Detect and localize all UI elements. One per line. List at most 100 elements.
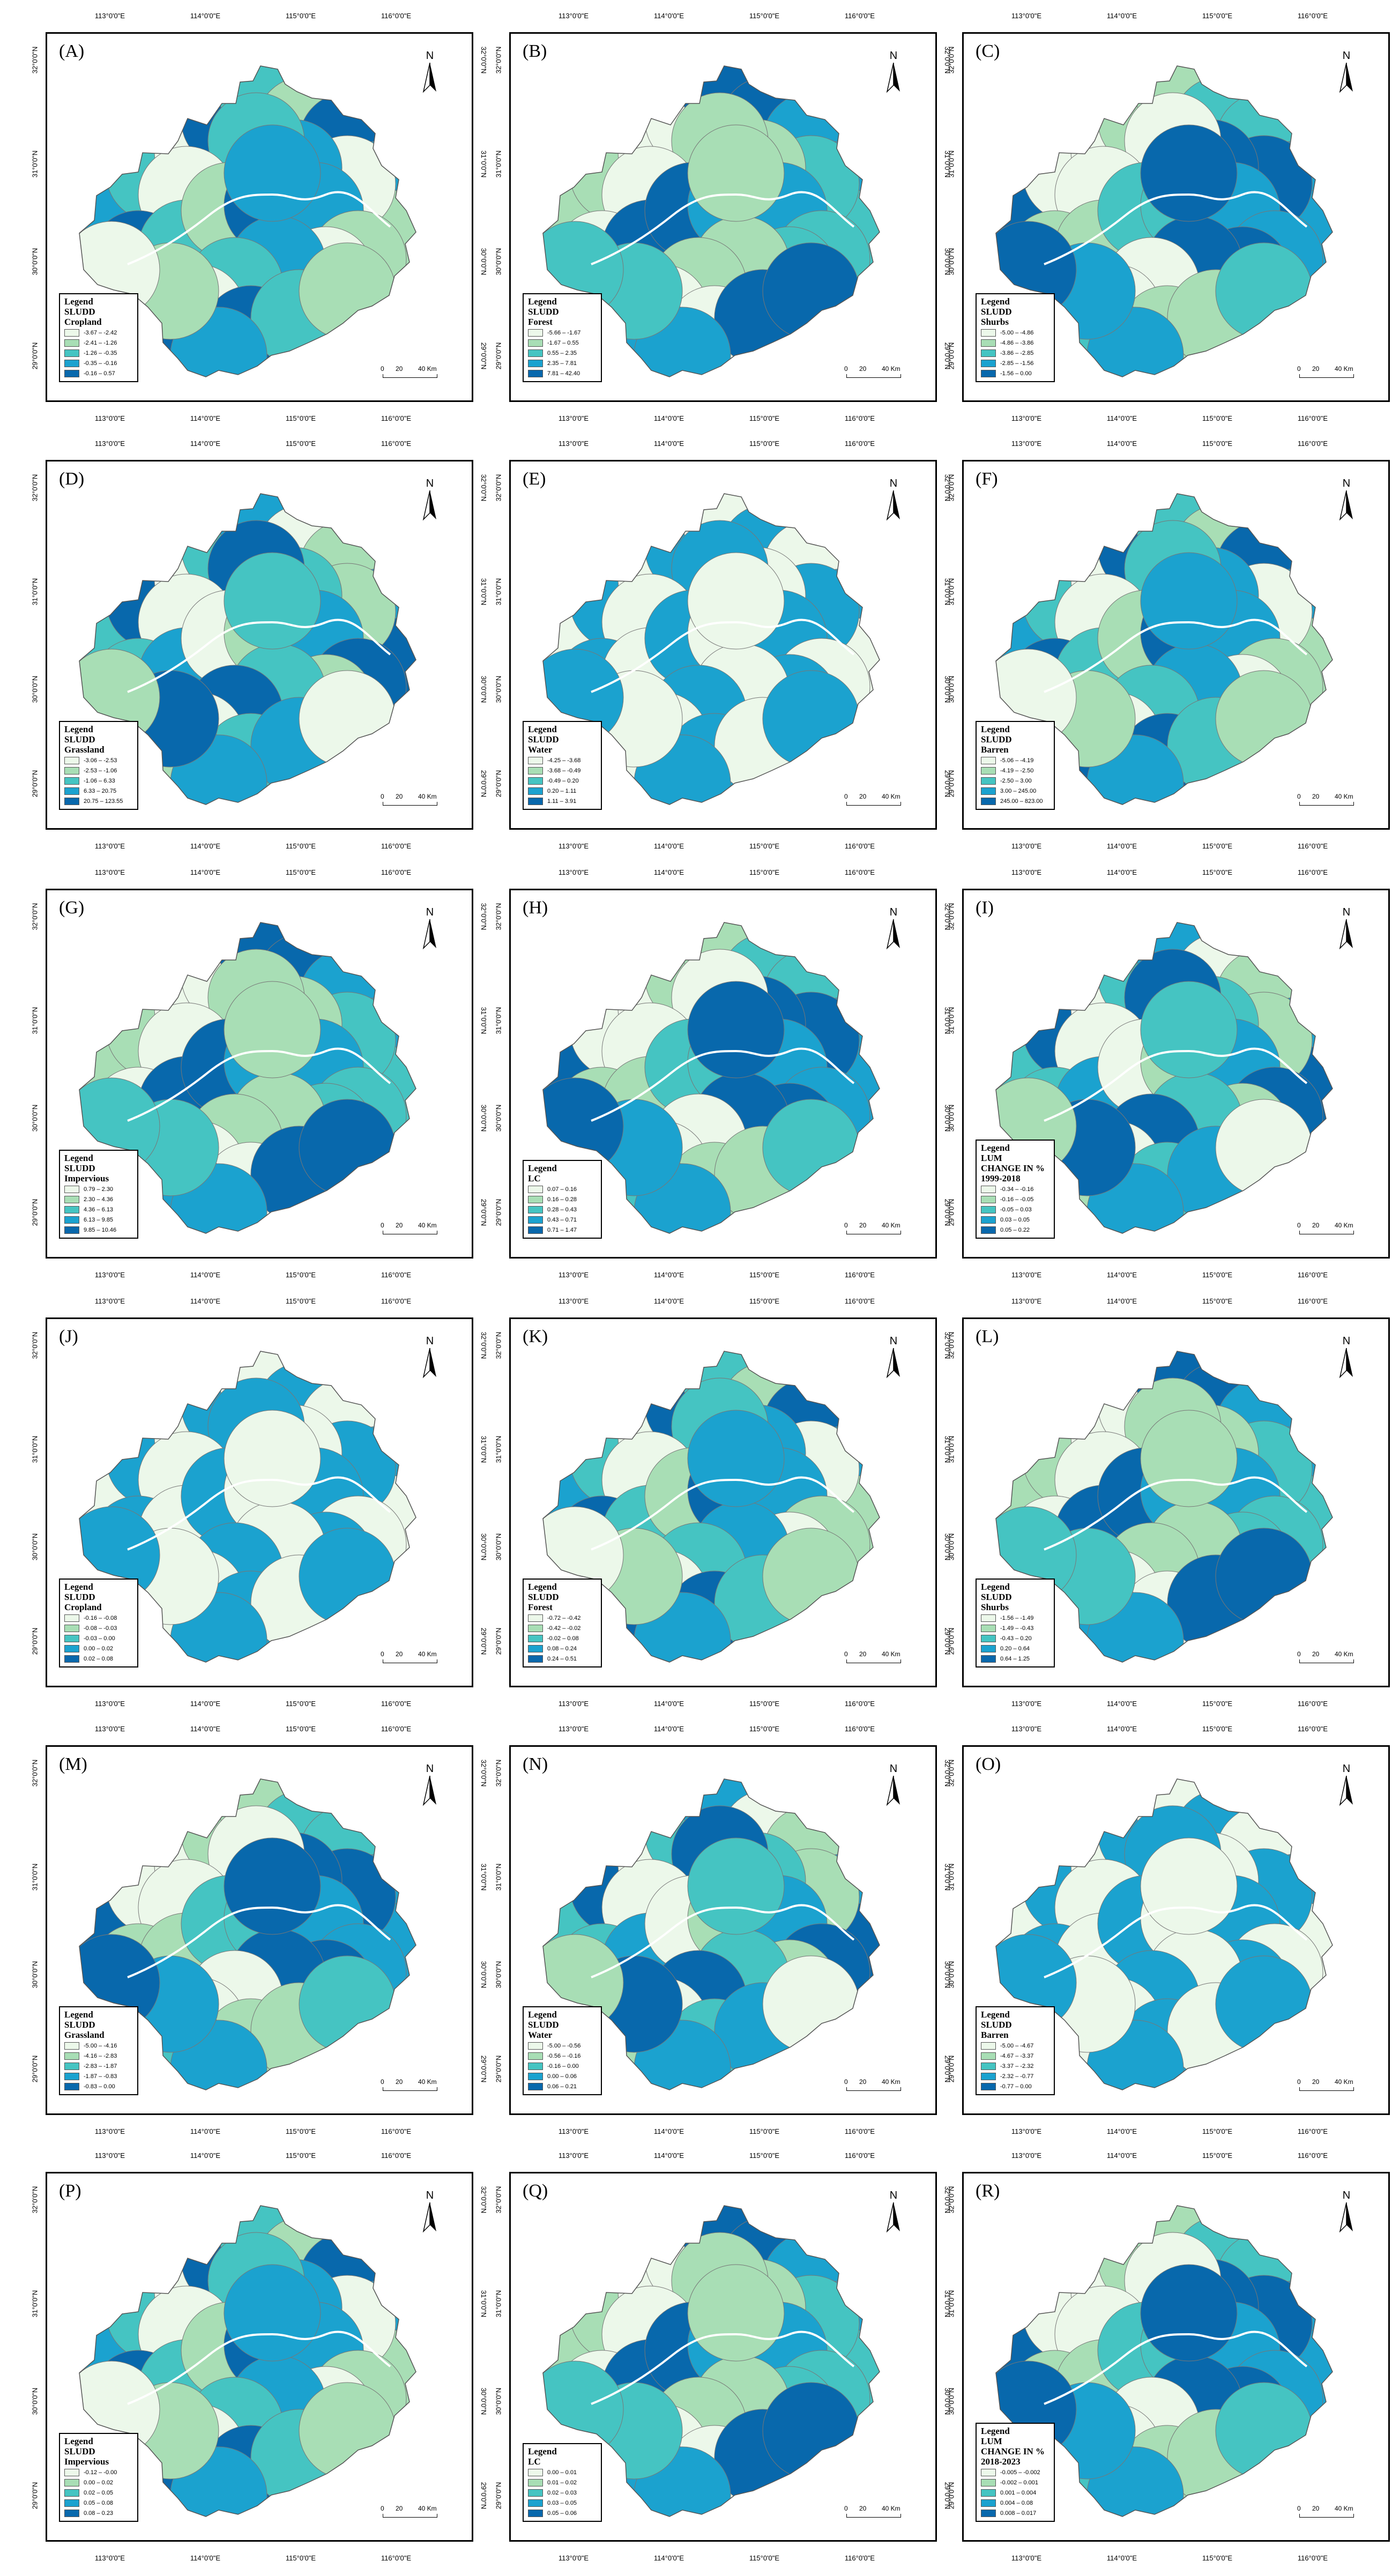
legend-swatch	[528, 767, 543, 775]
scale-bar: 0 20 40 Km	[1297, 793, 1358, 809]
longitude-tick-label: 115°0'0"E	[1202, 1297, 1233, 1305]
longitude-tick-label: 113°0'0"E	[1011, 868, 1042, 876]
longitude-tick-label: 116°0'0"E	[844, 868, 875, 876]
scale-bar-line	[846, 374, 901, 378]
river-line	[127, 1904, 391, 1978]
longitude-tick-label: 115°0'0"E	[749, 1725, 780, 1733]
legend-swatch	[528, 2510, 543, 2517]
map-frame: (P) N Legend SLUDD Impervious -0.12 – -0.00 0.…	[46, 2172, 473, 2542]
longitude-tick-label: 113°0'0"E	[558, 12, 589, 20]
legend-row: 0.008 – 0.017	[981, 2509, 1049, 2518]
river-line	[591, 1476, 855, 1551]
legend-class-label: -2.32 – -0.77	[1000, 2073, 1034, 2080]
legend-class-label: 6.13 – 9.85	[84, 1217, 114, 1223]
district-region	[1215, 670, 1313, 768]
district-region	[299, 1528, 396, 1625]
legend-title: CHANGE IN %	[981, 1163, 1045, 1173]
longitude-tick-label: 114°0'0"E	[1106, 1725, 1137, 1733]
longitude-tick-label: 113°0'0"E	[558, 2554, 589, 2562]
longitude-tick-label: 113°0'0"E	[558, 842, 589, 850]
legend-swatch	[528, 339, 543, 347]
district-region	[687, 124, 785, 222]
district-region	[224, 124, 321, 222]
legend-title: 2018-2023	[981, 2456, 1021, 2467]
longitude-tick-label: 116°0'0"E	[381, 868, 412, 876]
latitude-tick-label: 30°0'0"N	[494, 1533, 503, 1561]
longitude-tick-label: 113°0'0"E	[1011, 1725, 1042, 1733]
legend-row: -3.37 – -2.32	[981, 2062, 1049, 2071]
district-region	[1215, 1955, 1313, 2053]
longitude-tick-label: 114°0'0"E	[653, 1725, 684, 1733]
longitude-tick-label: 116°0'0"E	[1297, 2554, 1328, 2562]
legend-class-label: -0.34 – -0.16	[1000, 1186, 1034, 1193]
panel-label: (R)	[976, 2181, 1000, 2201]
scale-bar: 0 20 40 Km	[844, 793, 905, 809]
legend-title: Legend	[981, 724, 1010, 734]
legend-row: -1.49 – -0.43	[981, 1624, 1049, 1633]
river-line	[591, 619, 855, 693]
scale-bar-line	[846, 802, 901, 806]
legend-swatch	[528, 1625, 543, 1632]
legend-class-label: -5.00 – -0.56	[547, 2043, 581, 2049]
longitude-tick-label: 114°0'0"E	[1106, 1700, 1137, 1708]
legend-title: Legend	[981, 1582, 1010, 1592]
district-region	[224, 981, 321, 1078]
longitude-tick-label: 116°0'0"E	[1297, 12, 1328, 20]
legend-title: Legend	[64, 724, 93, 734]
district-region	[224, 1410, 321, 1507]
choropleth-map	[542, 922, 880, 1234]
legend-class-label: -4.67 – -3.37	[1000, 2053, 1034, 2059]
scale-label: 40 Km	[418, 1222, 437, 1229]
latitude-tick-label: 32°0'0"N	[480, 474, 488, 502]
legend-swatch	[528, 360, 543, 367]
longitude-tick-label: 114°0'0"E	[190, 2151, 221, 2160]
longitude-tick-label: 114°0'0"E	[1106, 414, 1137, 422]
district-region	[224, 1837, 321, 1935]
map-panel: (E) N Legend SLUDD Water -4.25 – -3.68 -3.68 –…	[495, 440, 952, 850]
longitude-tick-label: 114°0'0"E	[1106, 2151, 1137, 2160]
legend-class-label: -0.72 – -0.42	[547, 1615, 581, 1621]
legend-row: -2.85 – -1.56	[981, 359, 1049, 368]
legend-swatch	[528, 1655, 543, 1663]
longitude-tick-label: 115°0'0"E	[1202, 2127, 1233, 2135]
legend-swatch	[64, 767, 79, 775]
legend-row: -0.16 – -0.08	[64, 1614, 133, 1622]
latitude-tick-label: 32°0'0"N	[947, 1759, 956, 1787]
legend-swatch	[64, 2489, 79, 2497]
longitude-tick-label: 114°0'0"E	[1106, 868, 1137, 876]
north-label: N	[1342, 50, 1351, 62]
latitude-tick-label: 30°0'0"N	[494, 675, 503, 703]
legend-class-label: -0.42 – -0.02	[547, 1625, 581, 1632]
longitude-tick-label: 114°0'0"E	[1106, 1271, 1137, 1279]
legend-row: -0.002 – 0.001	[981, 2478, 1049, 2487]
legend-title: Legend	[64, 1582, 93, 1592]
legend-swatch	[981, 2469, 996, 2476]
legend-title: SLUDD	[981, 734, 1012, 744]
district-region	[299, 1099, 396, 1196]
legend-row: -5.66 – -1.67	[528, 329, 597, 337]
legend-swatch	[528, 1614, 543, 1622]
legend-class-label: -2.83 – -1.87	[84, 2063, 117, 2069]
choropleth-map	[995, 1778, 1333, 2090]
boundary-outline	[995, 65, 1333, 377]
legend-swatch	[64, 349, 79, 357]
choropleth-map	[995, 922, 1333, 1234]
latitude-tick-label: 31°0'0"N	[494, 578, 503, 606]
longitude-tick-label: 115°0'0"E	[749, 1700, 780, 1708]
legend-swatch	[981, 1655, 996, 1663]
legend-row: 0.02 – 0.08	[64, 1655, 133, 1663]
legend-row: 0.06 – 0.21	[528, 2082, 597, 2091]
longitude-tick-label: 115°0'0"E	[1202, 2554, 1233, 2562]
legend-class-label: 0.28 – 0.43	[547, 1207, 577, 1213]
district-region	[762, 1099, 860, 1196]
scale-bar: 0 20 40 Km	[1297, 365, 1358, 381]
legend-title: SLUDD	[528, 2020, 559, 2030]
legend-class-label: 245.00 – 823.00	[1000, 798, 1043, 805]
legend-class-label: 0.004 – 0.08	[1000, 2500, 1033, 2506]
latitude-tick-label: 30°0'0"N	[494, 248, 503, 276]
longitude-tick-label: 114°0'0"E	[190, 414, 221, 422]
longitude-tick-label: 113°0'0"E	[558, 868, 589, 876]
map-panel: (R) N Legend LUM CHANGE IN % 2018-2023 -0.005 …	[948, 2151, 1390, 2562]
latitude-tick-label: 29°0'0"N	[31, 1627, 39, 1655]
map-frame: (D) N Legend SLUDD Grassland -3.06 – -2.53 -2.…	[46, 460, 473, 830]
